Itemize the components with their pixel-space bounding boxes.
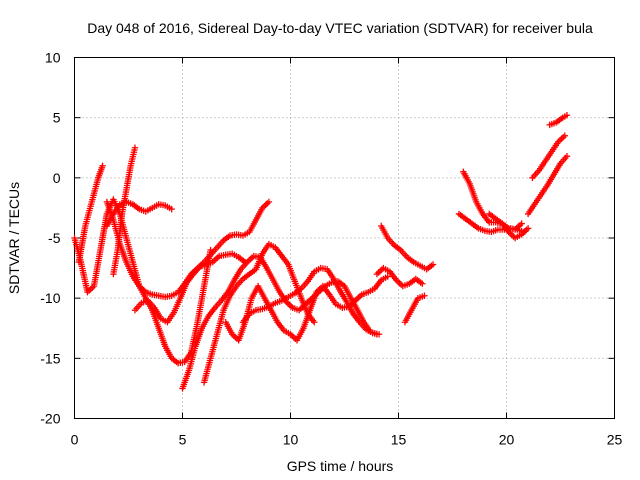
y-tick-label: 10 bbox=[45, 50, 61, 66]
data-point bbox=[429, 261, 437, 268]
y-tick-label: -15 bbox=[40, 350, 60, 366]
y-tick-labels: -20 -15 -10 -5 0 5 10 bbox=[40, 50, 60, 427]
data-point bbox=[561, 132, 569, 139]
data-point bbox=[563, 112, 571, 119]
series-track-19 bbox=[546, 112, 571, 129]
gridlines bbox=[74, 57, 615, 419]
x-tick-label: 0 bbox=[71, 432, 79, 448]
x-tick-label: 10 bbox=[283, 432, 299, 448]
series-track-1 bbox=[71, 196, 214, 367]
data-point bbox=[131, 144, 139, 151]
series-track-18 bbox=[529, 132, 569, 182]
data-points bbox=[71, 112, 571, 392]
x-axis-label: GPS time / hours bbox=[287, 458, 394, 474]
data-point bbox=[375, 331, 383, 338]
series-track-11 bbox=[378, 222, 437, 273]
y-tick-label: -10 bbox=[40, 290, 60, 306]
data-point bbox=[524, 225, 532, 232]
series-track-9 bbox=[222, 273, 391, 344]
series-track-2 bbox=[75, 162, 106, 266]
y-tick-label: 0 bbox=[53, 170, 61, 186]
y-axis-label: SDTVAR / TECUs bbox=[6, 182, 22, 294]
y-tick-label: -20 bbox=[40, 411, 60, 427]
series-track-6 bbox=[131, 250, 249, 326]
series-track-16 bbox=[486, 210, 525, 233]
data-point bbox=[419, 280, 426, 287]
x-tick-label: 5 bbox=[179, 432, 187, 448]
series-track-12 bbox=[373, 264, 426, 290]
data-point bbox=[265, 198, 273, 206]
x-tick-labels: 0 5 10 15 20 25 bbox=[71, 432, 623, 448]
axis-ticks bbox=[74, 57, 615, 419]
x-tick-label: 20 bbox=[499, 432, 515, 448]
data-point bbox=[563, 152, 571, 160]
data-point bbox=[421, 292, 428, 299]
series-track-17 bbox=[524, 152, 571, 218]
x-tick-label: 15 bbox=[391, 432, 407, 448]
series-track-13 bbox=[401, 292, 428, 326]
chart-title: Day 048 of 2016, Sidereal Day-to-day VTE… bbox=[87, 20, 593, 36]
y-tick-label: 5 bbox=[53, 110, 61, 126]
series-track-5 bbox=[103, 198, 175, 230]
data-point bbox=[99, 162, 106, 169]
data-point bbox=[168, 205, 175, 213]
data-point bbox=[384, 273, 391, 280]
data-point bbox=[518, 220, 525, 227]
series-track-8 bbox=[200, 240, 318, 386]
data-point bbox=[520, 228, 527, 236]
data-point bbox=[311, 319, 318, 326]
y-tick-label: -5 bbox=[48, 230, 61, 246]
series-track-10 bbox=[239, 264, 383, 338]
x-tick-label: 25 bbox=[607, 432, 623, 448]
